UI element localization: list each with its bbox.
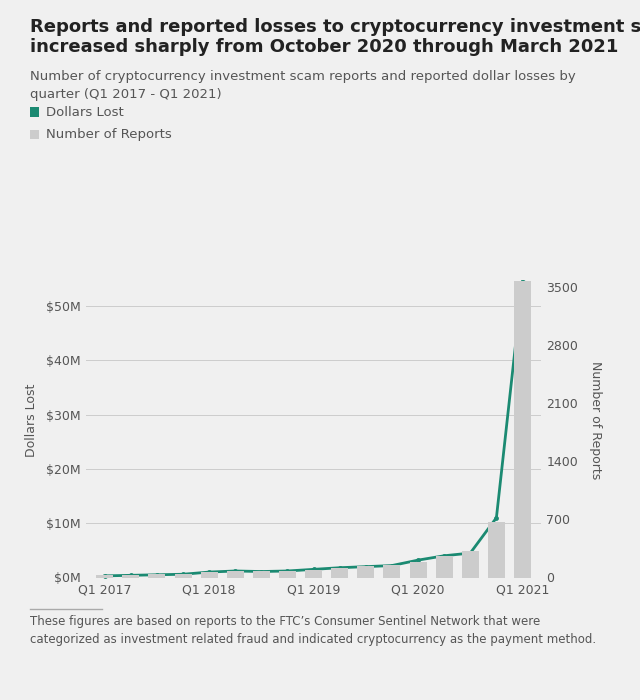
Bar — [488, 522, 505, 578]
Bar — [383, 565, 401, 578]
Text: Number of cryptocurrency investment scam reports and reported dollar losses by
q: Number of cryptocurrency investment scam… — [30, 70, 576, 101]
Bar — [514, 281, 531, 578]
Bar — [175, 574, 191, 578]
Bar — [148, 574, 165, 578]
Text: These figures are based on reports to the FTC’s Consumer Sentinel Network that w: These figures are based on reports to th… — [30, 615, 596, 645]
Bar — [436, 556, 452, 578]
Bar — [305, 570, 322, 578]
Bar — [357, 566, 374, 578]
Bar — [122, 575, 140, 577]
Bar — [332, 568, 348, 578]
Bar — [279, 570, 296, 578]
Bar — [201, 572, 218, 578]
Text: Number of Reports: Number of Reports — [45, 128, 172, 141]
Text: Reports and reported losses to cryptocurrency investment scams: Reports and reported losses to cryptocur… — [30, 18, 640, 36]
Bar — [227, 571, 244, 577]
Text: Dollars Lost: Dollars Lost — [45, 106, 124, 118]
Bar — [96, 575, 113, 578]
Bar — [410, 561, 426, 577]
Y-axis label: Number of Reports: Number of Reports — [589, 361, 602, 479]
Bar — [253, 571, 270, 577]
Bar — [462, 552, 479, 578]
Text: increased sharply from October 2020 through March 2021: increased sharply from October 2020 thro… — [30, 38, 618, 57]
Y-axis label: Dollars Lost: Dollars Lost — [25, 384, 38, 456]
